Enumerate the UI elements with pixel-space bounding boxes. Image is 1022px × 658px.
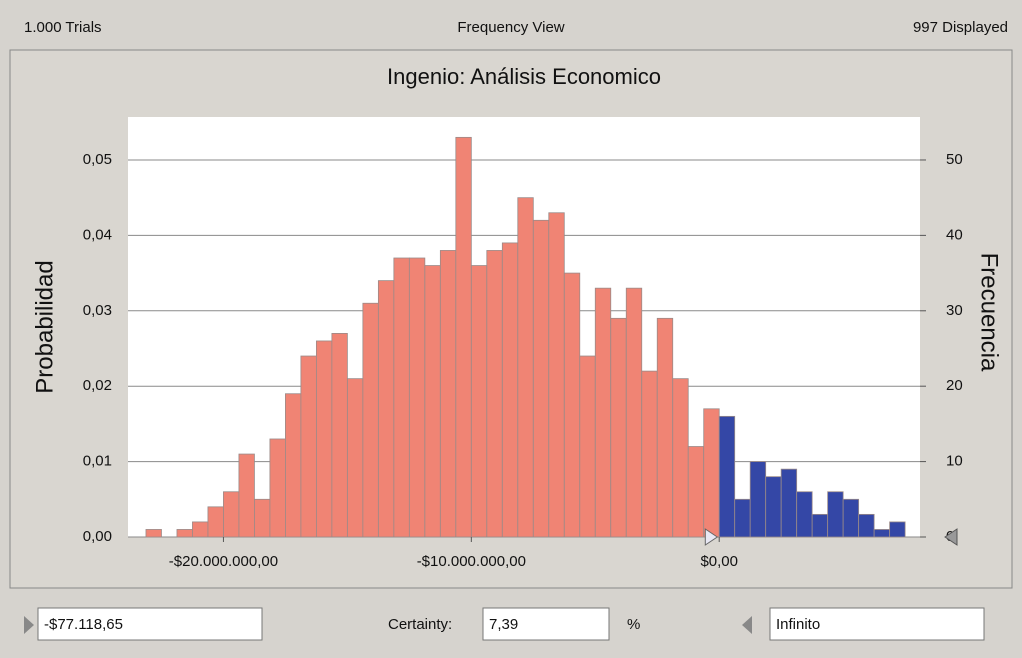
certainty-label: Certainty: xyxy=(388,616,452,633)
bar xyxy=(641,370,658,538)
displayed: 997 Displayed xyxy=(913,19,1008,36)
bar xyxy=(238,453,255,538)
chart-title: Ingenio: Análisis Economico xyxy=(387,64,661,89)
y2-tick-label: 30 xyxy=(946,302,963,319)
trials: 1.000 Trials xyxy=(24,19,102,36)
bar xyxy=(470,265,488,538)
y-tick-label: 0,00 xyxy=(83,528,112,545)
y-tick-label: 0,02 xyxy=(83,377,112,394)
bar xyxy=(192,521,209,538)
bar xyxy=(223,491,240,538)
upper-arrow[interactable] xyxy=(742,616,752,634)
bar xyxy=(254,498,271,538)
percent: % xyxy=(627,616,640,633)
y2-axis-label: Frecuencia xyxy=(976,253,1003,372)
upper-marker[interactable] xyxy=(944,528,958,546)
plot: 0,000,010,020,030,040,0501020304050-$20.… xyxy=(83,136,963,570)
bar xyxy=(532,219,550,538)
bar xyxy=(439,250,457,538)
bar xyxy=(486,250,503,538)
bar xyxy=(269,438,286,538)
upper-input[interactable] xyxy=(769,607,985,641)
bar xyxy=(796,491,813,538)
x-tick-label: -$10.000.000,00 xyxy=(417,553,526,570)
y2-tick-label: 50 xyxy=(946,151,963,168)
bar xyxy=(889,521,906,538)
bar xyxy=(517,197,534,538)
bar xyxy=(300,355,317,538)
bar xyxy=(656,317,674,538)
bar xyxy=(393,257,410,538)
bar xyxy=(145,529,162,538)
bar xyxy=(548,212,565,538)
y-axis-label: Probabilidad xyxy=(31,260,58,393)
y-tick-label: 0,01 xyxy=(83,453,112,470)
bar xyxy=(315,340,333,538)
bar xyxy=(424,265,441,538)
bar xyxy=(672,378,689,538)
bar xyxy=(687,446,705,538)
bar xyxy=(176,529,193,538)
bar xyxy=(703,408,720,538)
bar xyxy=(207,506,224,538)
x-tick-label: $0,00 xyxy=(700,553,738,570)
view-name: Frequency View xyxy=(457,19,564,36)
bar xyxy=(563,272,581,538)
certainty-value: 7,39 xyxy=(489,616,518,633)
y-tick-label: 0,05 xyxy=(83,151,112,168)
y-tick-label: 0,04 xyxy=(83,226,112,243)
lower-marker[interactable] xyxy=(704,528,719,546)
bar xyxy=(827,491,844,538)
upper-bound: Infinito xyxy=(776,616,820,633)
bar xyxy=(377,280,395,538)
bar xyxy=(501,242,519,538)
bar xyxy=(780,468,798,538)
y2-tick-label: 10 xyxy=(946,453,963,470)
bar xyxy=(873,529,891,538)
bar xyxy=(610,317,627,538)
bar xyxy=(579,355,596,538)
bar xyxy=(858,513,875,538)
lower-input[interactable] xyxy=(37,607,263,641)
bar xyxy=(346,378,364,538)
bar xyxy=(811,513,829,538)
bar xyxy=(718,415,736,538)
lower-bound: -$77.118,65 xyxy=(44,616,123,633)
certainty-input[interactable] xyxy=(482,607,610,641)
bar xyxy=(594,287,612,538)
bar xyxy=(455,136,472,538)
y2-tick-label: 40 xyxy=(946,226,963,243)
bar xyxy=(285,393,302,538)
x-tick-label: -$20.000.000,00 xyxy=(169,553,278,570)
lower-arrow[interactable] xyxy=(24,616,34,634)
bar xyxy=(408,257,426,538)
bar xyxy=(331,333,348,538)
y-tick-label: 0,03 xyxy=(83,302,112,319)
y2-tick-label: 20 xyxy=(946,377,963,394)
bar xyxy=(625,287,643,538)
bar xyxy=(749,461,767,538)
bar xyxy=(734,498,751,538)
bar xyxy=(362,302,379,538)
bar xyxy=(842,498,860,538)
bar xyxy=(765,476,782,538)
